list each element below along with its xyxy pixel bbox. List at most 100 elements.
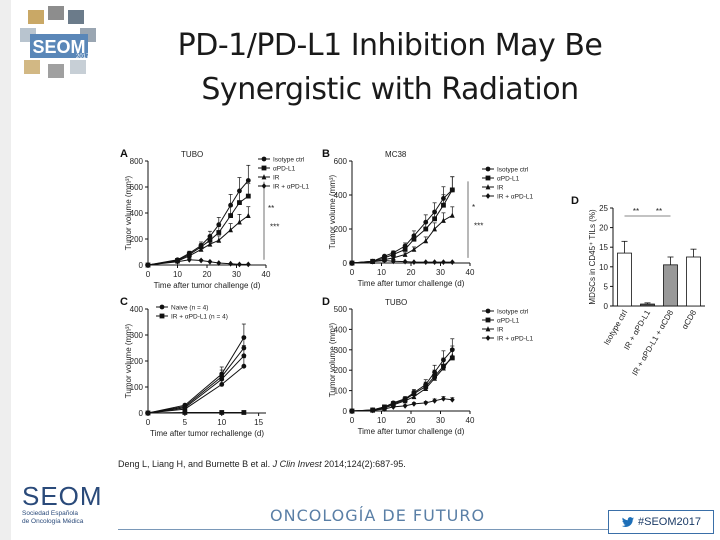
data-point bbox=[237, 188, 242, 194]
citation: Deng L, Liang H, and Burnette B et al. J… bbox=[118, 459, 406, 469]
twitter-bird-icon bbox=[621, 516, 635, 527]
data-point bbox=[219, 410, 225, 415]
logo-top-year: 2017 bbox=[76, 54, 90, 60]
series-line bbox=[147, 180, 249, 266]
data-point bbox=[241, 353, 247, 359]
data-point bbox=[402, 397, 408, 404]
data-point bbox=[411, 236, 417, 242]
data-point bbox=[441, 202, 446, 208]
cube-logo-icon bbox=[20, 6, 96, 78]
data-point bbox=[423, 226, 429, 232]
series-line bbox=[351, 189, 453, 264]
data-point bbox=[241, 363, 247, 369]
legend-marker bbox=[485, 317, 491, 323]
citation-suffix: 2014;124(2):687-95. bbox=[321, 459, 406, 469]
y-tick-label: 100 bbox=[130, 383, 144, 392]
data-point bbox=[216, 230, 222, 235]
data-point bbox=[432, 226, 437, 232]
footer-slogan: ONCOLOGÍA DE FUTURO bbox=[270, 506, 486, 525]
x-tick-label: 10 bbox=[217, 418, 226, 427]
x-tick-label: 30 bbox=[436, 268, 445, 277]
y-tick-label: 0 bbox=[139, 409, 144, 418]
y-tick-label: 0 bbox=[343, 259, 348, 268]
data-point bbox=[228, 227, 233, 233]
y-tick-label: 800 bbox=[130, 157, 144, 166]
y-axis-label: Tumor volume (mm³) bbox=[328, 174, 337, 249]
data-point bbox=[390, 258, 396, 265]
seom-footer-logo: SEOM Sociedad Española de Oncología Médi… bbox=[22, 482, 122, 526]
data-point bbox=[370, 258, 376, 265]
series-0 bbox=[145, 164, 251, 268]
data-point bbox=[402, 258, 408, 265]
x-tick-label: 10 bbox=[173, 270, 182, 279]
data-point bbox=[370, 407, 376, 414]
series-line bbox=[351, 259, 453, 264]
series-3 bbox=[349, 257, 455, 266]
series-line bbox=[147, 365, 245, 414]
legend-marker bbox=[485, 184, 491, 190]
legend-label: IR + αPD-L1 (n = 4) bbox=[171, 314, 228, 321]
y-tick-label: 5 bbox=[604, 282, 609, 291]
panel-letter: D bbox=[571, 195, 579, 207]
panel-a: A TUBO 0 200 400 600 800 0 10 20 30 40 Time after tu… bbox=[118, 145, 328, 295]
citation-journal: J Clin Invest bbox=[272, 459, 322, 469]
y-tick-label: 500 bbox=[334, 305, 348, 314]
y-tick-label: 25 bbox=[599, 204, 608, 213]
data-point bbox=[237, 219, 242, 225]
significance-label: ** bbox=[656, 207, 662, 216]
legend-marker bbox=[159, 313, 165, 319]
data-point bbox=[216, 237, 222, 243]
data-point bbox=[449, 396, 455, 403]
legend-marker bbox=[485, 175, 491, 181]
series-1 bbox=[145, 335, 247, 416]
legend-label: αPD-L1 bbox=[273, 166, 296, 173]
x-tick-label: 20 bbox=[407, 416, 416, 425]
legend-label: αPD-L1 bbox=[497, 318, 520, 325]
data-point bbox=[390, 404, 396, 410]
x-tick-label: 0 bbox=[146, 418, 151, 427]
x-tick-label: 20 bbox=[407, 268, 416, 277]
y-tick-label: 10 bbox=[599, 263, 608, 272]
y-tick-label: 400 bbox=[130, 305, 144, 314]
series-line bbox=[147, 215, 249, 266]
legend-marker bbox=[261, 174, 267, 180]
seom-sub-2: de Oncología Médica bbox=[22, 518, 84, 525]
data-point bbox=[402, 247, 408, 252]
series-2 bbox=[145, 206, 251, 268]
series-line bbox=[351, 189, 453, 264]
data-point bbox=[411, 400, 417, 407]
x-tick-label: 0 bbox=[146, 270, 151, 279]
hashtag-box[interactable]: #SEOM2017 bbox=[608, 510, 714, 534]
data-point bbox=[216, 260, 222, 266]
legend-label: Isotype ctrl bbox=[273, 157, 305, 164]
legend-label: Isotype ctrl bbox=[497, 309, 529, 316]
y-tick-label: 300 bbox=[334, 346, 348, 355]
series-2 bbox=[145, 345, 247, 416]
x-tick-label: 15 bbox=[254, 418, 263, 427]
x-tick-label: 10 bbox=[377, 268, 386, 277]
series-line bbox=[147, 347, 245, 414]
y-tick-label: 400 bbox=[334, 191, 348, 200]
data-point bbox=[449, 259, 455, 266]
y-axis-label: Tumor volume (mm³) bbox=[124, 175, 133, 250]
y-tick-label: 20 bbox=[599, 224, 608, 233]
panel-c: C 0 100 200 300 400 0 5 10 15 Time after tumor rec… bbox=[118, 293, 328, 443]
x-axis-label: Time after tumor challenge (d) bbox=[154, 281, 261, 290]
data-point bbox=[423, 238, 429, 244]
legend-marker bbox=[485, 193, 491, 199]
data-point bbox=[390, 255, 396, 261]
hashtag-text: #SEOM2017 bbox=[638, 516, 701, 528]
y-tick-label: 400 bbox=[334, 325, 348, 334]
x-tick-label: 0 bbox=[350, 416, 355, 425]
significance-label: ** bbox=[633, 207, 639, 216]
seom-2017-cube-logo: SEOM 2017 bbox=[20, 6, 96, 78]
series-1 bbox=[349, 176, 455, 266]
legend-marker bbox=[261, 156, 267, 162]
x-axis-label: Time after tumor rechallenge (d) bbox=[150, 429, 264, 438]
legend-label: IR bbox=[497, 327, 504, 334]
title-line-2: Synergistic with Radiation bbox=[201, 72, 579, 107]
legend-label: IR + αPD-L1 bbox=[497, 194, 533, 201]
series-4 bbox=[145, 410, 247, 416]
data-point bbox=[423, 219, 429, 225]
x-tick-label: 20 bbox=[203, 270, 212, 279]
